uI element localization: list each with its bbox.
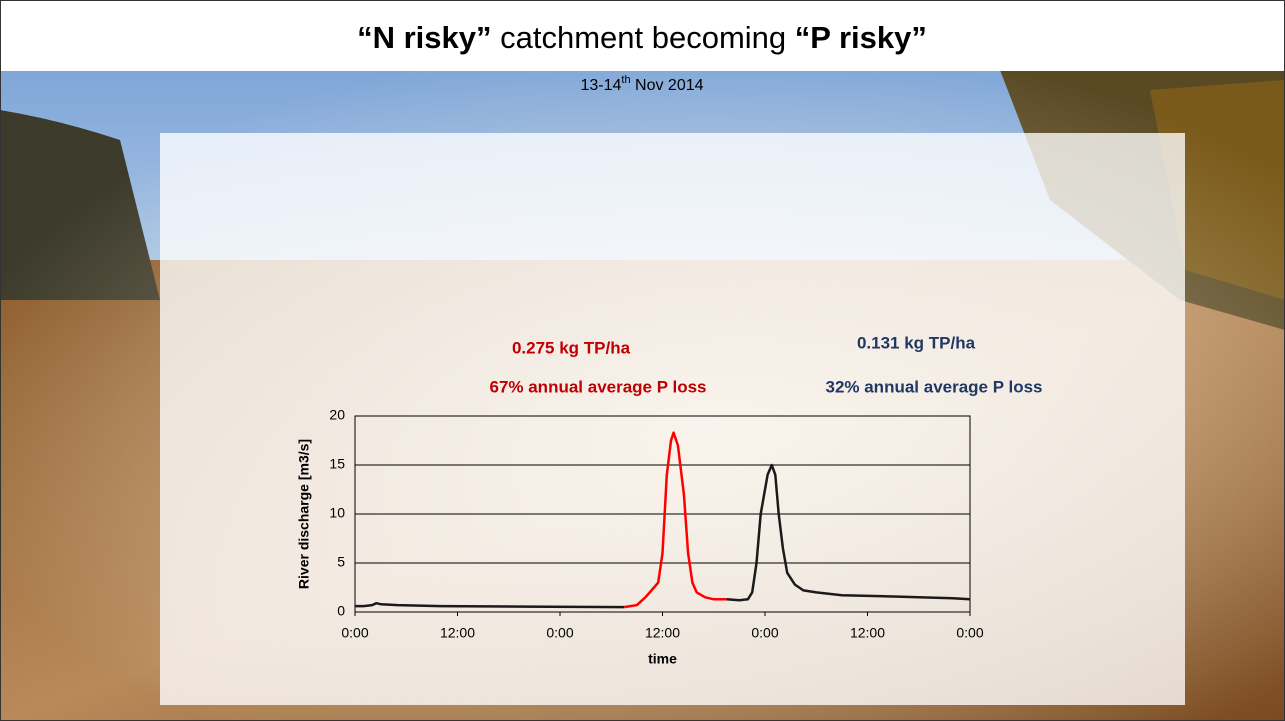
panel: [160, 133, 1185, 705]
subtitle-part: th: [621, 74, 630, 86]
y-tick-label: 15: [329, 456, 345, 472]
annotation: 0.275 kg TP/ha: [512, 338, 631, 357]
annotation: 32% annual average P loss: [825, 377, 1042, 396]
x-axis-label: time: [648, 651, 677, 667]
y-tick-label: 0: [337, 603, 345, 619]
annotation: 0.131 kg TP/ha: [857, 333, 976, 352]
y-tick-label: 10: [329, 505, 345, 521]
x-tick-label: 12:00: [645, 625, 680, 641]
y-tick-label: 5: [337, 554, 345, 570]
annotation: 67% annual average P loss: [489, 377, 706, 396]
title-part: “P risky”: [795, 20, 927, 55]
x-tick-label: 0:00: [546, 625, 573, 641]
page: {"title_parts": ["“N risky”", " catchmen…: [0, 0, 1285, 721]
y-tick-label: 20: [329, 407, 345, 423]
x-tick-label: 0:00: [751, 625, 778, 641]
title-part: “N risky”: [357, 20, 491, 55]
slide: “N risky” catchment becoming “P risky” 1…: [0, 0, 1285, 721]
y-axis-label: River discharge [m3/s]: [296, 439, 312, 589]
x-tick-label: 0:00: [341, 625, 368, 641]
x-tick-label: 0:00: [956, 625, 983, 641]
subtitle-part: 13-14: [580, 77, 621, 94]
x-tick-label: 12:00: [850, 625, 885, 641]
title-part: catchment becoming: [492, 20, 795, 55]
subtitle-part: Nov 2014: [631, 77, 704, 94]
subtitle: 13-14th Nov 2014: [580, 74, 703, 94]
title: “N risky” catchment becoming “P risky”: [357, 20, 927, 55]
x-tick-label: 12:00: [440, 625, 475, 641]
